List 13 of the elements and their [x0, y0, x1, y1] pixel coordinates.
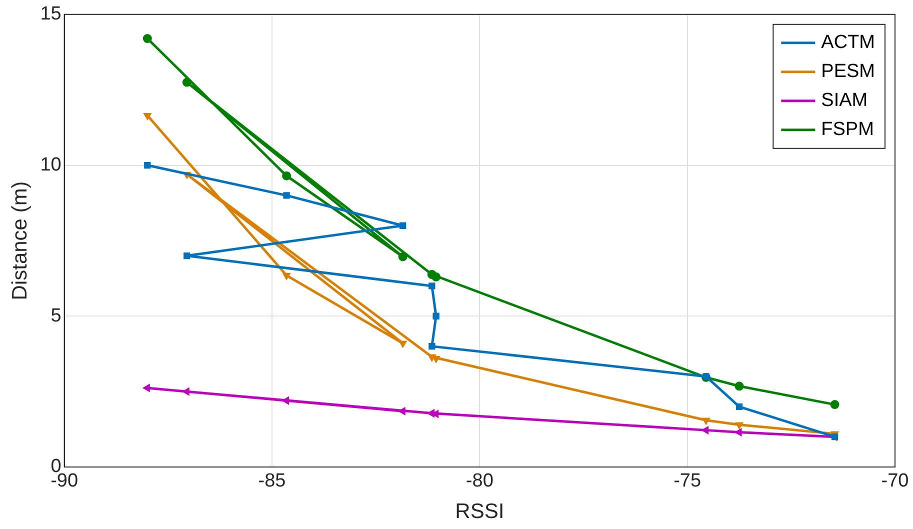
y-tick-label: 15 — [40, 4, 62, 25]
y-tick-label: 5 — [50, 305, 62, 326]
x-tick-label: -80 — [466, 470, 494, 492]
y-axis-title: Distance (m) — [8, 181, 32, 300]
x-tick-label: -70 — [881, 470, 909, 492]
legend-label: ACTM — [821, 32, 875, 54]
x-tick-label: -75 — [674, 470, 702, 492]
y-tick-label: 10 — [40, 154, 62, 176]
x-axis-title: RSSI — [455, 500, 504, 524]
legend-label: FSPM — [821, 119, 874, 140]
legend-label: SIAM — [821, 90, 868, 112]
legend-label: PESM — [821, 61, 876, 82]
x-tick-label: -85 — [258, 470, 286, 492]
